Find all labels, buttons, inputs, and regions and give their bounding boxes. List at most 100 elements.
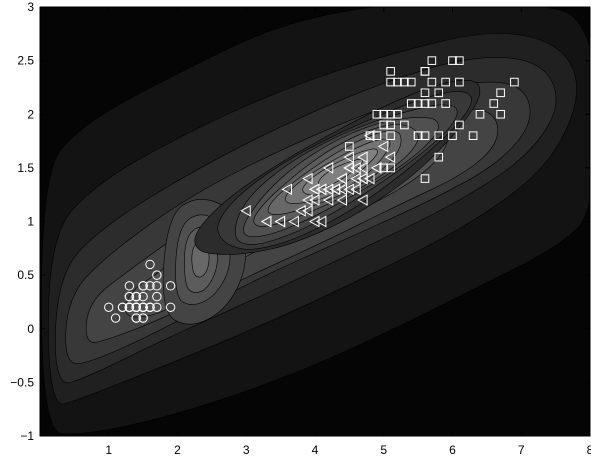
point-square bbox=[448, 56, 457, 65]
point-triangle-left bbox=[370, 162, 382, 174]
point-square bbox=[345, 142, 354, 151]
y-tick-label: −0.5 bbox=[10, 375, 34, 389]
point-square bbox=[379, 109, 389, 119]
point-circle bbox=[138, 291, 148, 302]
x-tick-label: 5 bbox=[380, 443, 387, 457]
point-circle bbox=[124, 281, 135, 291]
point-circle bbox=[124, 291, 135, 302]
point-triangle-left bbox=[322, 194, 334, 206]
point-circle bbox=[131, 313, 141, 323]
point-circle bbox=[165, 302, 176, 312]
point-square bbox=[455, 56, 464, 65]
x-tick-label: 8 bbox=[587, 443, 591, 457]
point-square bbox=[379, 163, 389, 173]
point-triangle-left bbox=[302, 204, 313, 217]
point-triangle-left bbox=[336, 194, 347, 206]
point-triangle-left bbox=[302, 194, 313, 206]
point-triangle-left bbox=[357, 162, 368, 174]
point-triangle-left bbox=[363, 172, 375, 185]
point-triangle-left bbox=[336, 183, 347, 196]
point-triangle-left bbox=[295, 204, 306, 217]
point-square bbox=[468, 131, 478, 140]
point-triangle-left bbox=[357, 172, 368, 185]
point-circle bbox=[165, 281, 176, 291]
point-square bbox=[420, 131, 430, 140]
y-tick-label: 0 bbox=[27, 322, 34, 336]
point-square bbox=[406, 77, 416, 87]
point-square bbox=[496, 109, 505, 119]
point-triangle-left bbox=[315, 215, 327, 228]
point-square bbox=[441, 99, 450, 108]
point-square bbox=[379, 120, 389, 130]
point-circle bbox=[138, 281, 148, 291]
point-square bbox=[386, 109, 395, 119]
point-triangle-left bbox=[343, 151, 354, 163]
point-circle bbox=[104, 302, 114, 312]
point-square bbox=[427, 77, 437, 87]
y-tick-label: 1 bbox=[27, 215, 34, 229]
point-triangle-left bbox=[315, 183, 327, 196]
point-triangle-left bbox=[357, 151, 368, 163]
point-square bbox=[510, 77, 519, 87]
point-circle bbox=[152, 291, 162, 302]
point-square bbox=[372, 131, 382, 140]
point-square bbox=[434, 88, 444, 98]
x-tick-label: 3 bbox=[243, 443, 250, 457]
point-square bbox=[386, 77, 395, 87]
point-circle bbox=[145, 281, 155, 291]
point-triangle-left bbox=[240, 204, 251, 217]
point-square bbox=[420, 174, 430, 183]
point-square bbox=[434, 152, 444, 162]
x-tick-label: 7 bbox=[518, 443, 525, 457]
point-square bbox=[365, 131, 375, 140]
point-circle bbox=[152, 281, 162, 291]
point-square bbox=[386, 120, 395, 130]
point-triangle-left bbox=[350, 183, 361, 196]
point-circle bbox=[131, 302, 141, 312]
point-square bbox=[393, 109, 402, 119]
point-circle bbox=[138, 313, 148, 323]
point-triangle-left bbox=[343, 183, 354, 196]
point-square bbox=[441, 77, 450, 87]
point-square bbox=[420, 99, 430, 108]
point-circle bbox=[110, 313, 121, 323]
point-triangle-left bbox=[274, 215, 286, 228]
point-square bbox=[455, 77, 464, 87]
x-tick-label: 6 bbox=[449, 443, 456, 457]
y-tick-label: 3 bbox=[27, 0, 34, 14]
point-square bbox=[386, 131, 395, 140]
point-triangle-left bbox=[350, 172, 361, 185]
point-triangle-left bbox=[281, 183, 292, 196]
point-circle bbox=[117, 302, 128, 312]
y-tick-label: −1 bbox=[20, 429, 34, 443]
point-triangle-left bbox=[322, 183, 334, 196]
point-triangle-left bbox=[308, 215, 320, 228]
point-circle bbox=[152, 270, 162, 280]
point-circle bbox=[124, 302, 135, 312]
point-square bbox=[386, 67, 395, 76]
point-square bbox=[420, 88, 430, 98]
point-square bbox=[386, 163, 395, 173]
point-circle bbox=[145, 302, 155, 312]
point-triangle-left bbox=[302, 172, 313, 185]
x-tick-label: 2 bbox=[174, 443, 181, 457]
point-triangle-left bbox=[329, 183, 341, 196]
point-triangle-left bbox=[350, 162, 361, 174]
point-circle bbox=[131, 291, 141, 302]
point-triangle-left bbox=[336, 172, 347, 185]
point-square bbox=[496, 88, 505, 98]
y-tick-label: 1.5 bbox=[17, 161, 34, 175]
point-square bbox=[406, 99, 416, 108]
point-square bbox=[448, 131, 457, 140]
x-tick-label: 4 bbox=[312, 443, 319, 457]
point-square bbox=[400, 120, 409, 130]
point-triangle-left bbox=[308, 194, 320, 206]
point-triangle-left bbox=[357, 194, 368, 206]
point-triangle-left bbox=[322, 162, 334, 174]
point-square bbox=[393, 77, 402, 87]
point-square bbox=[413, 99, 423, 108]
y-tick-label: 0.5 bbox=[17, 268, 34, 282]
point-circle bbox=[145, 259, 155, 270]
point-triangle-left bbox=[260, 215, 272, 228]
